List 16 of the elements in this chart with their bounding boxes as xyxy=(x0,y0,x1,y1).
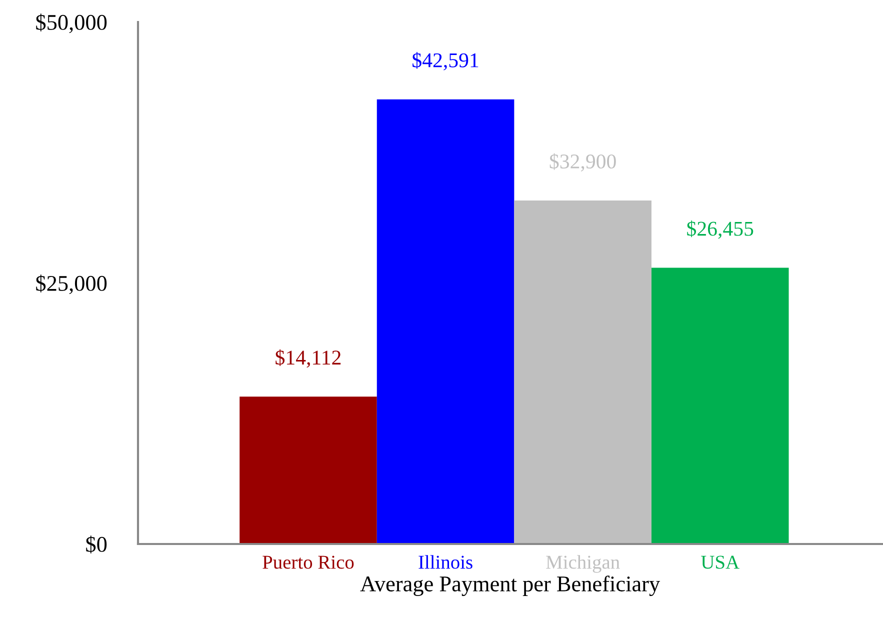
x-tick-label: Puerto Rico xyxy=(262,556,354,569)
bar xyxy=(376,99,514,544)
y-tick-label: $0 xyxy=(86,536,107,554)
data-label: $26,455 xyxy=(687,220,754,239)
x-tick-label: Michigan xyxy=(546,555,620,573)
x-tick-label: Illinois xyxy=(418,555,472,569)
data-label: $32,900 xyxy=(550,153,616,172)
x-tick-label: USA xyxy=(701,556,740,569)
bar xyxy=(514,200,652,544)
bar xyxy=(651,268,789,544)
y-tick-label: $25,000 xyxy=(36,274,107,294)
data-label: $42,591 xyxy=(412,52,478,70)
bar xyxy=(240,396,377,544)
data-label: $14,112 xyxy=(276,349,341,368)
y-tick-label: $50,000 xyxy=(36,14,107,34)
x-axis-title: Average Payment per Beneficiary xyxy=(360,576,660,596)
